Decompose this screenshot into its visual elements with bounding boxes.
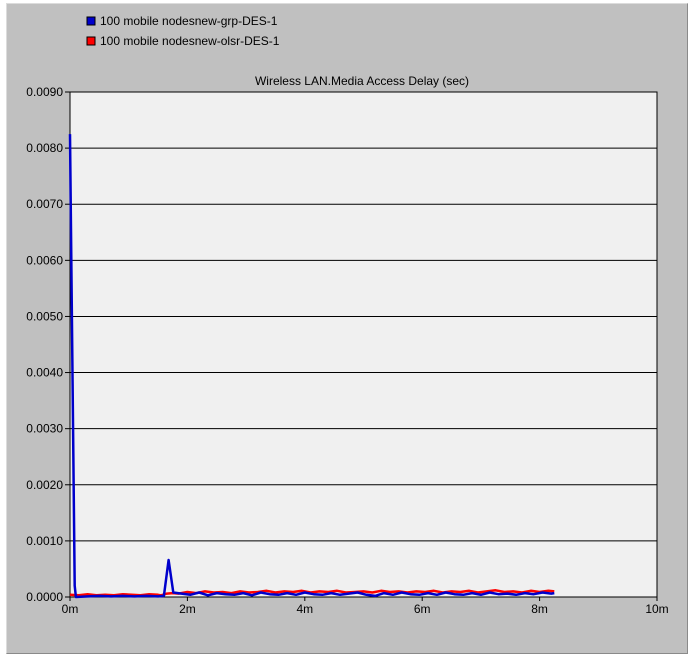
x-tick-label: 10m: [645, 602, 668, 616]
series-lines: [68, 134, 555, 599]
chart-panel: 100 mobile nodesnew-grp-DES-1 100 mobile…: [6, 3, 688, 654]
legend-swatch-grp: [86, 16, 96, 26]
x-tick-label: 4m: [296, 602, 313, 616]
y-tick-label: 0.0090: [26, 85, 63, 99]
chart: 100 mobile nodesnew-grp-DES-1 100 mobile…: [26, 14, 669, 616]
y-tick-label: 0.0070: [26, 197, 63, 211]
y-tick-label: 0.0060: [26, 253, 63, 267]
x-tick-label: 8m: [531, 602, 548, 616]
legend: 100 mobile nodesnew-grp-DES-1 100 mobile…: [86, 14, 280, 48]
y-tick-label: 0.0040: [26, 366, 63, 380]
x-tick-label: 0m: [62, 602, 79, 616]
y-tick-label: 0.0000: [26, 590, 63, 604]
y-tick-label: 0.0080: [26, 141, 63, 155]
y-tick-label: 0.0030: [26, 422, 63, 436]
x-axis: 0m 2m 4m 6m 8m 10m: [62, 597, 669, 616]
plot-area: [69, 91, 658, 598]
legend-label-grp: 100 mobile nodesnew-grp-DES-1: [100, 14, 278, 28]
legend-swatch-olsr: [86, 36, 96, 46]
y-tick-label: 0.0020: [26, 478, 63, 492]
y-axis: 0.0000 0.0010 0.0020 0.0030 0.0040 0.0050 0.00…: [26, 85, 70, 604]
series-line-100-mobile-nodesnew-grp-des-1: [68, 134, 555, 599]
legend-label-olsr: 100 mobile nodesnew-olsr-DES-1: [100, 34, 280, 48]
y-tick-label: 0.0010: [26, 534, 63, 548]
x-tick-label: 2m: [179, 602, 196, 616]
grid-lines: [70, 147, 657, 542]
x-tick-label: 6m: [414, 602, 431, 616]
chart-title: Wireless LAN.Media Access Delay (sec): [255, 74, 469, 88]
y-tick-label: 0.0050: [26, 309, 63, 323]
